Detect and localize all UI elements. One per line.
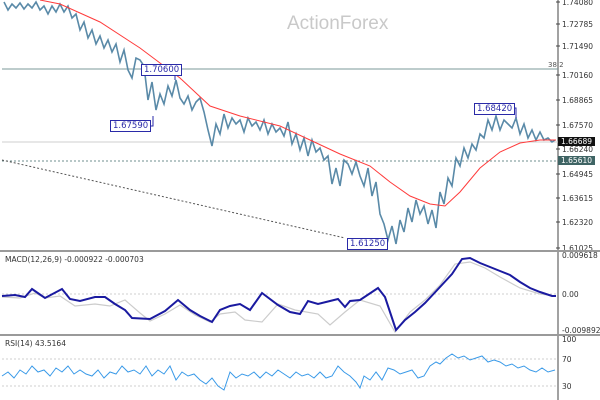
y-tick: 1.63615 <box>562 194 594 203</box>
y-tick: 1.64945 <box>562 170 594 179</box>
y-tick: 30 <box>562 382 572 391</box>
y-tick: 1.74080 <box>562 0 594 7</box>
y-tick: 1.67570 <box>562 121 594 130</box>
y-tick: 1.68865 <box>562 96 594 105</box>
y-tick: 1.70160 <box>562 71 594 80</box>
y-tick: 1.66240 <box>562 145 594 154</box>
y-tick: 1.71490 <box>562 42 594 51</box>
current-price-tag: 1.66689 <box>558 137 596 146</box>
annotation-box: 1.70600 <box>141 64 183 76</box>
annotation-box: 1.68420 <box>474 103 516 115</box>
y-tick: 0.00 <box>562 290 579 299</box>
macd-chart-svg <box>1 252 559 334</box>
panel-separator[interactable] <box>0 334 600 336</box>
fib-label: 38.2 <box>548 61 564 69</box>
annotation-box: 1.61250 <box>347 238 389 250</box>
support-price-tag: 1.65610 <box>558 156 596 165</box>
rsi-chart-svg <box>1 336 559 400</box>
annotation-box: 1.67590 <box>110 120 152 132</box>
price-chart-svg <box>1 0 560 250</box>
rsi-title: RSI(14) 43.5164 <box>5 339 66 348</box>
macd-panel[interactable]: MACD(12,26,9) -0.000922 -0.000703 0.0096… <box>0 251 600 335</box>
y-tick: 70 <box>562 355 572 364</box>
watermark: ActionForex <box>287 13 389 34</box>
y-tick: 100 <box>562 335 577 344</box>
panel-separator[interactable] <box>0 250 600 252</box>
y-tick: 1.72785 <box>562 20 594 29</box>
y-tick: 1.62320 <box>562 218 594 227</box>
price-panel[interactable]: ActionForex 38.2 1.70600 1.67590 1.61250… <box>0 0 600 253</box>
y-tick: 0.009618 <box>562 251 598 260</box>
y-tick: 1.61025 <box>562 244 594 253</box>
y-tick: -0.009892 <box>562 326 600 335</box>
rsi-panel[interactable]: RSI(14) 43.5164 100 70 30 <box>0 335 600 400</box>
macd-title: MACD(12,26,9) -0.000922 -0.000703 <box>5 255 144 264</box>
